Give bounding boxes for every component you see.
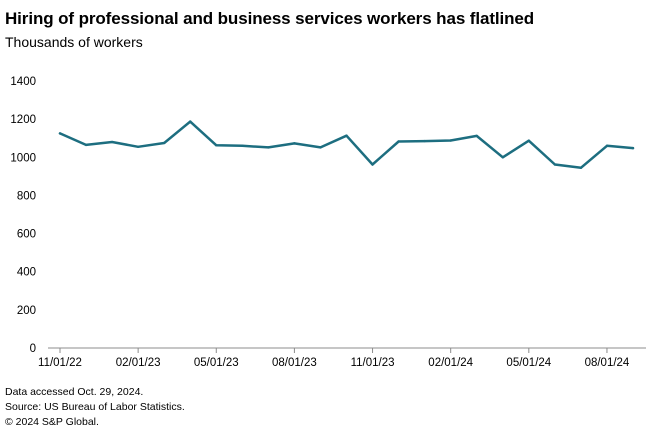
data-point xyxy=(371,163,374,166)
data-point xyxy=(241,144,244,148)
x-tick-label: 08/01/24 xyxy=(585,357,630,369)
data-point xyxy=(110,140,114,144)
y-tick-label: 600 xyxy=(17,229,36,241)
footer-copyright: © 2024 S&P Global. xyxy=(5,416,99,428)
data-point xyxy=(501,156,504,159)
series-line xyxy=(58,120,635,170)
x-tick-label: 05/01/24 xyxy=(506,357,551,369)
data-point xyxy=(293,142,296,145)
data-point xyxy=(423,139,426,143)
data-point xyxy=(605,144,609,148)
data-point xyxy=(553,163,557,166)
x-axis-ticks: 11/01/22 02/01/23 05/01/23 08/01/23 11/01/23… xyxy=(38,348,630,369)
data-point xyxy=(475,134,478,138)
y-tick-label: 200 xyxy=(17,305,36,317)
y-tick-label: 0 xyxy=(30,343,36,355)
x-tick-label: 11/01/22 xyxy=(38,357,82,369)
x-tick-label: 02/01/24 xyxy=(428,357,473,369)
footer-note: Data accessed Oct. 29, 2024. xyxy=(5,386,144,398)
footer-source: Source: US Bureau of Labor Statistics. xyxy=(5,401,185,413)
x-tick-label: 11/01/23 xyxy=(351,357,395,369)
y-tick-label: 1000 xyxy=(10,152,36,164)
data-point xyxy=(215,144,218,147)
data-point xyxy=(449,139,452,142)
y-tick-label: 800 xyxy=(17,190,36,202)
data-point xyxy=(319,146,322,149)
data-point xyxy=(579,166,583,169)
y-tick-label: 1400 xyxy=(10,76,36,88)
data-point xyxy=(631,146,635,150)
chart-title: Hiring of professional and business serv… xyxy=(5,9,535,28)
data-point xyxy=(136,145,140,148)
data-point xyxy=(527,139,531,142)
data-point xyxy=(189,120,192,123)
data-point xyxy=(58,132,62,135)
y-tick-label: 1200 xyxy=(10,114,36,126)
data-point xyxy=(345,134,348,137)
y-axis-ticks: 0 200 400 600 800 1000 1200 1400 xyxy=(10,76,36,355)
data-point xyxy=(267,146,270,149)
chart-footer: Data accessed Oct. 29, 2024. Source: US … xyxy=(5,385,185,430)
x-tick-label: 05/01/23 xyxy=(194,357,239,369)
data-points xyxy=(58,120,635,169)
x-tick-label: 08/01/23 xyxy=(272,357,317,369)
x-tick-label: 02/01/23 xyxy=(116,357,161,369)
data-point xyxy=(162,141,166,145)
chart-subtitle: Thousands of workers xyxy=(5,34,143,50)
data-point xyxy=(84,143,88,147)
data-point xyxy=(397,140,400,143)
y-tick-label: 400 xyxy=(17,267,36,279)
